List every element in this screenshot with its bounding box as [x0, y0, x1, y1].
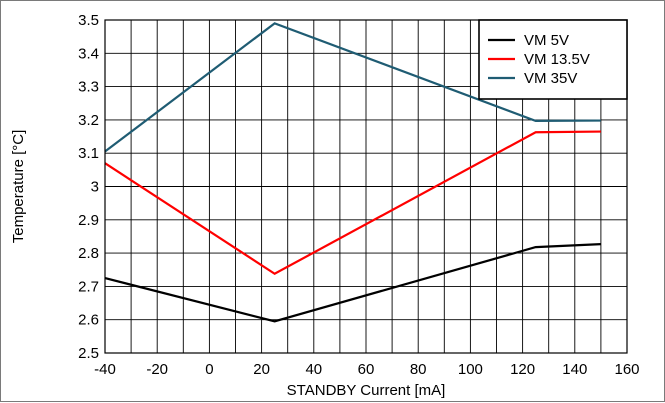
x-tick-label: 60	[358, 361, 375, 378]
x-tick-label: 160	[614, 361, 639, 378]
x-tick-label: 80	[410, 361, 427, 378]
x-tick-label: 120	[510, 361, 535, 378]
y-tick-label: 2.7	[78, 278, 99, 295]
y-tick-label: 3.1	[78, 145, 99, 162]
legend-label: VM 35V	[524, 70, 577, 87]
legend: VM 5V VM 13.5V VM 35V	[478, 19, 628, 100]
series-line-3	[104, 22, 601, 153]
y-tick-label: 3.2	[78, 112, 99, 129]
series-layer	[104, 22, 601, 323]
legend-label: VM 5V	[524, 32, 569, 49]
x-tick-labels: -40 -20 0 20 40 60 80 100 120 140 160	[94, 361, 639, 378]
x-tick-label: -20	[146, 361, 168, 378]
series-line-2	[104, 130, 601, 276]
plot-border	[104, 19, 628, 354]
x-tick-label: 40	[305, 361, 322, 378]
x-tick-label: 100	[458, 361, 483, 378]
x-axis-title: STANDBY Current [mA]	[287, 382, 446, 399]
y-tick-labels: 2.5 2.6 2.7 2.8 2.9 3 3.1 3.2 3.3 3.4 3.5	[78, 12, 99, 362]
y-tick-label: 2.9	[78, 212, 99, 229]
x-tick-label: -40	[94, 361, 116, 378]
series-line-1	[104, 243, 601, 323]
y-tick-label: 2.8	[78, 245, 99, 262]
y-tick-label: 2.5	[78, 345, 99, 362]
x-tick-label: 140	[562, 361, 587, 378]
y-tick-label: 3.3	[78, 79, 99, 96]
x-tick-label: 20	[253, 361, 270, 378]
legend-label: VM 13.5V	[524, 51, 590, 68]
y-tick-label: 3.5	[78, 12, 99, 29]
y-tick-label: 3	[91, 179, 99, 196]
x-tick-label: 0	[205, 361, 213, 378]
y-axis-title: Temperature [°C]	[10, 130, 27, 244]
y-tick-label: 3.4	[78, 45, 99, 62]
y-tick-label: 2.6	[78, 312, 99, 329]
